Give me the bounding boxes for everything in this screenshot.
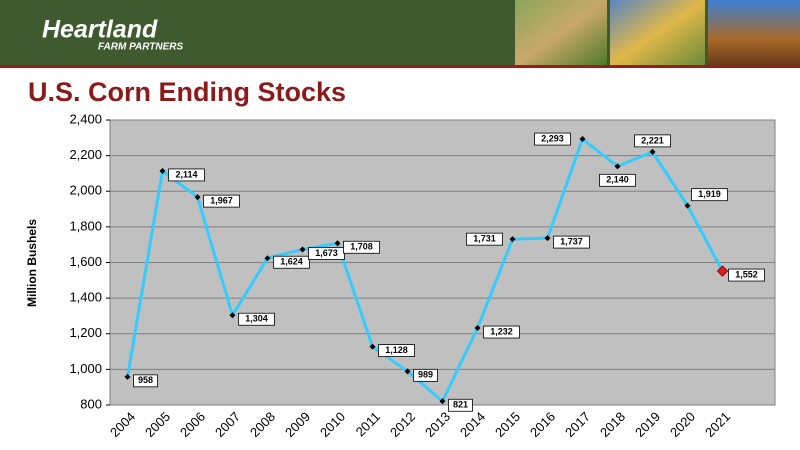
logo: Heartland [42,16,158,44]
x-tick-label: 2005 [142,409,173,440]
value-label: 989 [418,370,433,380]
value-label: 1,967 [210,196,233,206]
x-tick-label: 2017 [562,409,593,440]
y-axis-label: Million Bushels [25,219,39,307]
x-tick-label: 2019 [632,409,663,440]
x-tick-label: 2011 [353,409,383,439]
value-label-box [466,232,503,246]
x-tick-label: 2008 [247,409,278,440]
value-label-box [728,268,765,282]
x-tick-label: 2018 [597,409,628,440]
value-label-box [448,398,473,412]
point [684,202,691,209]
data-line [126,136,724,404]
point [264,255,271,262]
point [439,398,446,405]
point [544,235,551,242]
value-label: 958 [138,375,153,385]
value-label: 1,737 [560,236,583,246]
point [369,343,376,350]
value-label: 1,552 [735,269,758,279]
value-label: 1,919 [698,189,721,199]
header-photo [515,0,607,65]
value-label-box [273,255,310,269]
point [649,148,656,155]
value-label-box [203,194,240,208]
header-photo [610,0,705,65]
point [299,246,306,253]
y-tick-label: 2,400 [69,111,102,126]
header-photo [708,0,800,65]
x-tick-label: 2020 [667,409,698,440]
value-label-box [534,132,571,146]
point [579,136,586,143]
value-label-box [413,368,438,382]
point [159,167,166,174]
logo-sub: FARM PARTNERS [98,42,184,53]
point [124,373,131,380]
value-label-box [378,344,415,357]
y-tick-label: 2,200 [69,147,102,162]
value-label-box [238,312,275,326]
value-label-box [483,325,520,339]
value-label: 1,731 [473,234,496,244]
x-tick-label: 2006 [177,409,208,440]
value-label: 2,140 [606,175,629,185]
point [404,368,411,375]
x-tick-label: 2012 [387,409,418,440]
value-label: 1,304 [245,314,268,324]
x-tick-label: 2015 [492,409,523,440]
value-label: 2,221 [641,135,664,145]
point [229,312,236,319]
x-tick-label: 2007 [212,409,243,440]
point [474,325,481,332]
value-label-box [553,235,590,249]
value-label: 1,624 [280,257,303,267]
value-label-box [599,173,636,187]
x-tick-label: 2009 [282,409,313,440]
y-tick-label: 1,000 [69,361,102,376]
x-tick-label: 2004 [107,409,138,440]
header-rule [0,65,800,68]
point [716,265,729,277]
value-label-box [343,240,380,254]
value-label: 2,114 [175,169,197,179]
point [614,163,621,170]
point [194,194,201,201]
x-tick-label: 2010 [317,409,348,440]
y-tick-label: 800 [80,396,102,411]
value-label-box [133,374,158,388]
point [509,236,516,243]
y-tick-label: 1,400 [69,290,102,305]
y-tick-label: 2,000 [69,183,102,198]
value-label: 2,293 [541,133,564,143]
value-label: 821 [453,400,468,410]
x-tick-label: 2013 [422,409,453,440]
value-label-box [168,168,205,182]
x-tick-label: 2014 [457,409,488,440]
y-tick-label: 1,600 [69,254,102,269]
x-tick-label: 2021 [702,409,733,440]
value-label: 1,232 [490,326,513,336]
value-label-box [691,188,728,202]
x-tick-label: 2016 [527,409,558,440]
value-label: 1,708 [350,242,373,252]
y-tick-label: 1,200 [69,325,102,340]
value-label-box [634,134,671,148]
y-tick-label: 1,800 [69,218,102,233]
point [334,240,341,247]
value-label: 1,128 [385,345,408,355]
value-label: 1,673 [315,248,338,258]
chart-title: U.S. Corn Ending Stocks [28,77,346,107]
